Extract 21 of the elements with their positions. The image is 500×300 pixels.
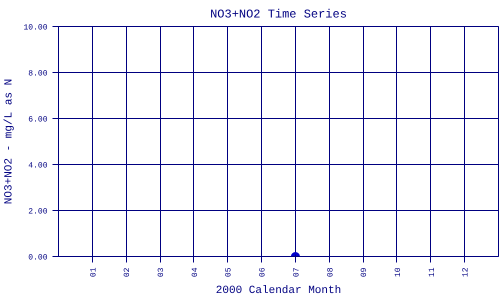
x-tick-label: 05 [224,267,234,278]
x-tick-label: 03 [157,267,166,278]
y-tick-label: 2.00 [28,208,48,216]
x-tick-label: 02 [123,267,132,278]
y-axis-title: NO3+NO2 - mg/L as N [3,78,16,204]
x-tick-label: 09 [360,267,370,278]
x-tick-label: 11 [428,267,437,278]
x-tick-label: 04 [190,267,200,278]
y-tick-label: 8.00 [28,70,48,78]
x-tick-label: 12 [462,267,471,278]
x-tick-label: 01 [89,267,98,278]
y-tick-label: 6.00 [28,116,48,124]
x-tick-label: 08 [326,267,336,278]
y-tick-label: 4.00 [28,162,48,170]
x-tick-label: 06 [258,267,268,278]
x-tick-label: 10 [394,267,403,278]
y-tick-label: 10.00 [23,24,48,32]
x-tick-label: 07 [292,267,302,278]
chart-title: NO3+NO2 Time Series [210,8,347,22]
y-tick-label: 0.00 [28,254,48,262]
x-axis-title: 2000 Calendar Month [216,285,342,298]
